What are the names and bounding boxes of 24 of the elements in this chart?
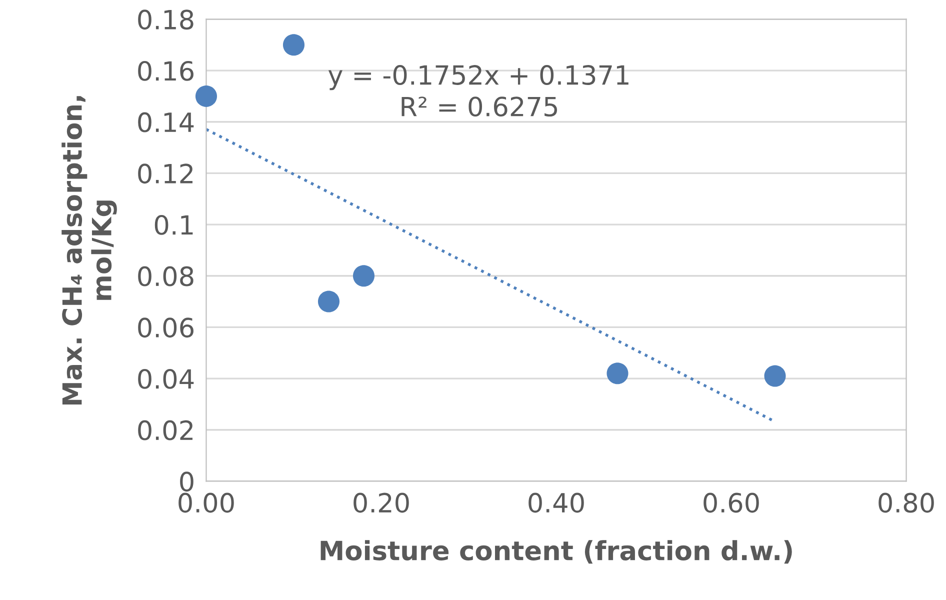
x-tick-label: 0.80 xyxy=(878,492,934,513)
point xyxy=(606,362,628,384)
y-tick-label: 0.12 xyxy=(138,164,192,184)
y-axis-title: Max. CH₄ adsorption, mol/Kg xyxy=(62,96,117,405)
x-axis-title: Moisture content (fraction d.w.) xyxy=(320,540,792,564)
y-tick-label: 0.16 xyxy=(138,60,194,81)
point xyxy=(282,34,304,56)
y-tick-label: 0.1 xyxy=(154,214,193,235)
x-tick-label: 0.20 xyxy=(354,492,409,513)
y-tick-label: 0.04 xyxy=(138,368,194,389)
point xyxy=(764,365,786,387)
y-tick-label: 0.18 xyxy=(138,10,194,30)
point xyxy=(195,85,217,107)
y-tick-label: 0 xyxy=(180,472,194,492)
point xyxy=(352,265,374,287)
annotation: y = -0.1752x + 0.1371 R² = 0.6275 xyxy=(328,65,628,117)
y-tick-label: 0.14 xyxy=(138,112,194,132)
x-tick-label: 0.60 xyxy=(704,492,759,513)
x-tick-label: 0.40 xyxy=(528,492,584,513)
y-tick-label: 0.02 xyxy=(138,420,192,440)
y-tick-label: 0.06 xyxy=(138,318,194,338)
y-tick-label: 0.08 xyxy=(138,266,194,286)
x-tick-label: 0.00 xyxy=(178,492,234,513)
point xyxy=(318,290,340,312)
